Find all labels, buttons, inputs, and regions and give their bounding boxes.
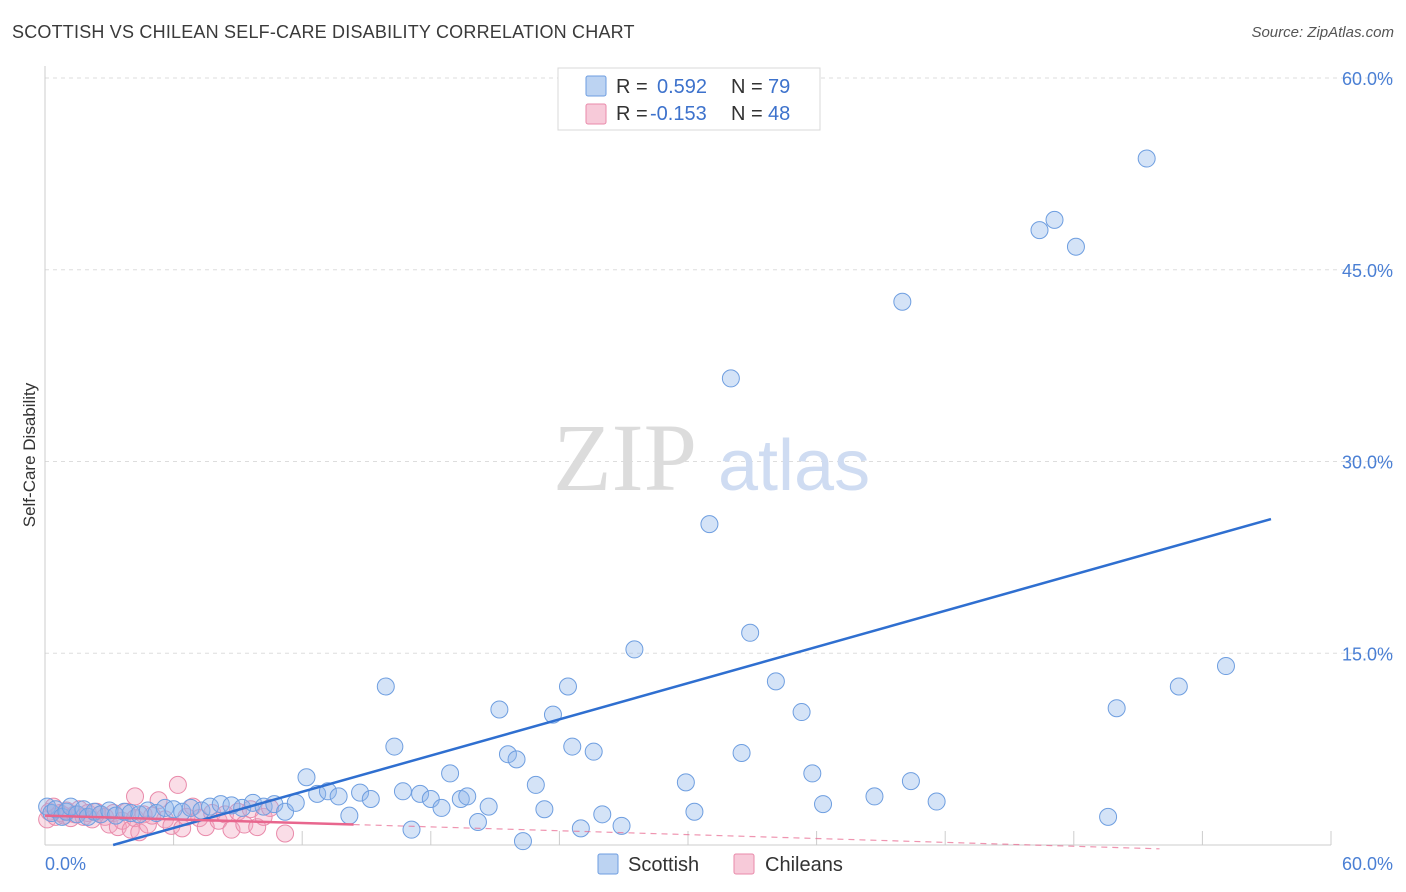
scottish-point: [558, 677, 577, 696]
x-tick-label: 60.0%: [1342, 854, 1393, 874]
scottish-point: [297, 768, 316, 787]
y-tick-label: 60.0%: [1342, 69, 1393, 89]
scottish-point: [535, 800, 554, 819]
scottish-point: [276, 802, 295, 821]
legend-swatch-scottish: [585, 75, 607, 97]
y-tick-labels: 15.0% 30.0% 45.0% 60.0%: [1342, 69, 1393, 664]
grid-lines: [45, 77, 1393, 654]
legend-n-label-chileans: N =: [731, 103, 763, 125]
scottish-point: [361, 789, 380, 808]
bottom-legend-swatch-chileans: [733, 853, 755, 875]
scottish-point: [685, 802, 704, 821]
x-tick-labels: 0.0% 60.0%: [45, 854, 1393, 874]
scottish-trend-line: [112, 517, 1272, 847]
legend-n-value-scottish: 79: [768, 76, 790, 98]
series-legend: Scottish Chileans: [597, 853, 843, 876]
scottish-point: [1169, 677, 1188, 696]
axes: [44, 66, 1332, 846]
scottish-point: [318, 782, 337, 801]
scottish-point: [376, 677, 395, 696]
scottish-point: [411, 784, 430, 803]
stats-legend: R = 0.592 N = 79 R = -0.153 N = 48: [557, 67, 821, 131]
scottish-point: [814, 795, 833, 814]
scottish-point: [441, 764, 460, 783]
y-tick-label: 30.0%: [1342, 453, 1393, 473]
scottish-point: [893, 292, 912, 311]
scottish-point: [351, 783, 370, 802]
scottish-point: [625, 640, 644, 659]
scottish-point: [498, 745, 517, 764]
scottish-point: [106, 806, 125, 825]
scottish-point: [766, 672, 785, 691]
trend-lines: [44, 517, 1272, 850]
scottish-point: [593, 805, 612, 824]
legend-swatch-chileans: [585, 103, 607, 125]
scottish-point: [803, 764, 822, 783]
scottish-point: [458, 787, 477, 806]
scottish-point: [1137, 149, 1156, 168]
scottish-point: [1030, 221, 1049, 240]
scottish-point: [584, 742, 603, 761]
scottish-point: [526, 775, 545, 794]
scottish-point: [507, 750, 526, 769]
legend-r-label-scottish: R =: [616, 76, 648, 98]
scottish-point: [732, 743, 751, 762]
scottish-point: [201, 797, 220, 816]
scottish-point: [792, 703, 811, 722]
scottish-point: [741, 623, 760, 642]
chart-title: SCOTTISH VS CHILEAN SELF-CARE DISABILITY…: [12, 22, 635, 42]
scottish-point: [421, 789, 440, 808]
scottish-point: [490, 700, 509, 719]
scottish-point: [563, 737, 582, 756]
scottish-point: [1045, 210, 1064, 229]
legend-n-value-chileans: 48: [768, 103, 790, 125]
scottish-point: [181, 798, 200, 817]
scottish-point: [147, 804, 166, 823]
scottish-point: [432, 798, 451, 817]
scottish-point: [385, 737, 404, 756]
y-tick-label: 15.0%: [1342, 644, 1393, 664]
watermark-zip: ZIP: [553, 404, 697, 511]
chileans-point: [276, 824, 295, 843]
scottish-point: [393, 782, 412, 801]
scottish-point: [286, 793, 305, 812]
scottish-point: [1099, 807, 1118, 826]
scottish-point: [329, 787, 348, 806]
legend-r-value-chileans: -0.153: [650, 103, 707, 125]
bottom-legend-scottish: Scottish: [628, 854, 699, 876]
scottish-point: [927, 792, 946, 811]
source-label: Source: ZipAtlas.com: [1251, 24, 1394, 41]
scottish-point: [612, 816, 631, 835]
legend-r-value-scottish: 0.592: [657, 76, 707, 98]
scottish-point: [676, 773, 695, 792]
scottish-point: [1216, 657, 1235, 676]
scottish-point: [901, 772, 920, 791]
scottish-point: [700, 515, 719, 534]
watermark-atlas: atlas: [718, 426, 870, 506]
y-tick-label: 45.0%: [1342, 261, 1393, 281]
chileans-point: [126, 787, 145, 806]
bottom-legend-swatch-scottish: [597, 853, 619, 875]
bottom-legend-chileans: Chileans: [765, 854, 843, 876]
chileans-trend-line: [44, 814, 354, 826]
scottish-point: [571, 819, 590, 838]
scottish-point: [340, 806, 359, 825]
legend-n-label-scottish: N =: [731, 76, 763, 98]
scottish-point: [1066, 237, 1085, 256]
scottish-point: [721, 369, 740, 388]
scottish-point: [46, 800, 65, 819]
scottish-point: [468, 812, 487, 831]
scottish-point: [115, 802, 134, 821]
scottish-point: [865, 787, 884, 806]
scottish-point: [513, 832, 532, 851]
scottish-point: [402, 820, 421, 839]
y-axis-label: Self-Care Disability: [20, 382, 39, 527]
scottish-point: [479, 797, 498, 816]
chileans-point: [168, 775, 187, 794]
x-tick-label: 0.0%: [45, 854, 86, 874]
legend-r-label-chileans: R =: [616, 103, 648, 125]
trend-line-extension: [353, 823, 1160, 850]
scottish-point: [1107, 699, 1126, 718]
